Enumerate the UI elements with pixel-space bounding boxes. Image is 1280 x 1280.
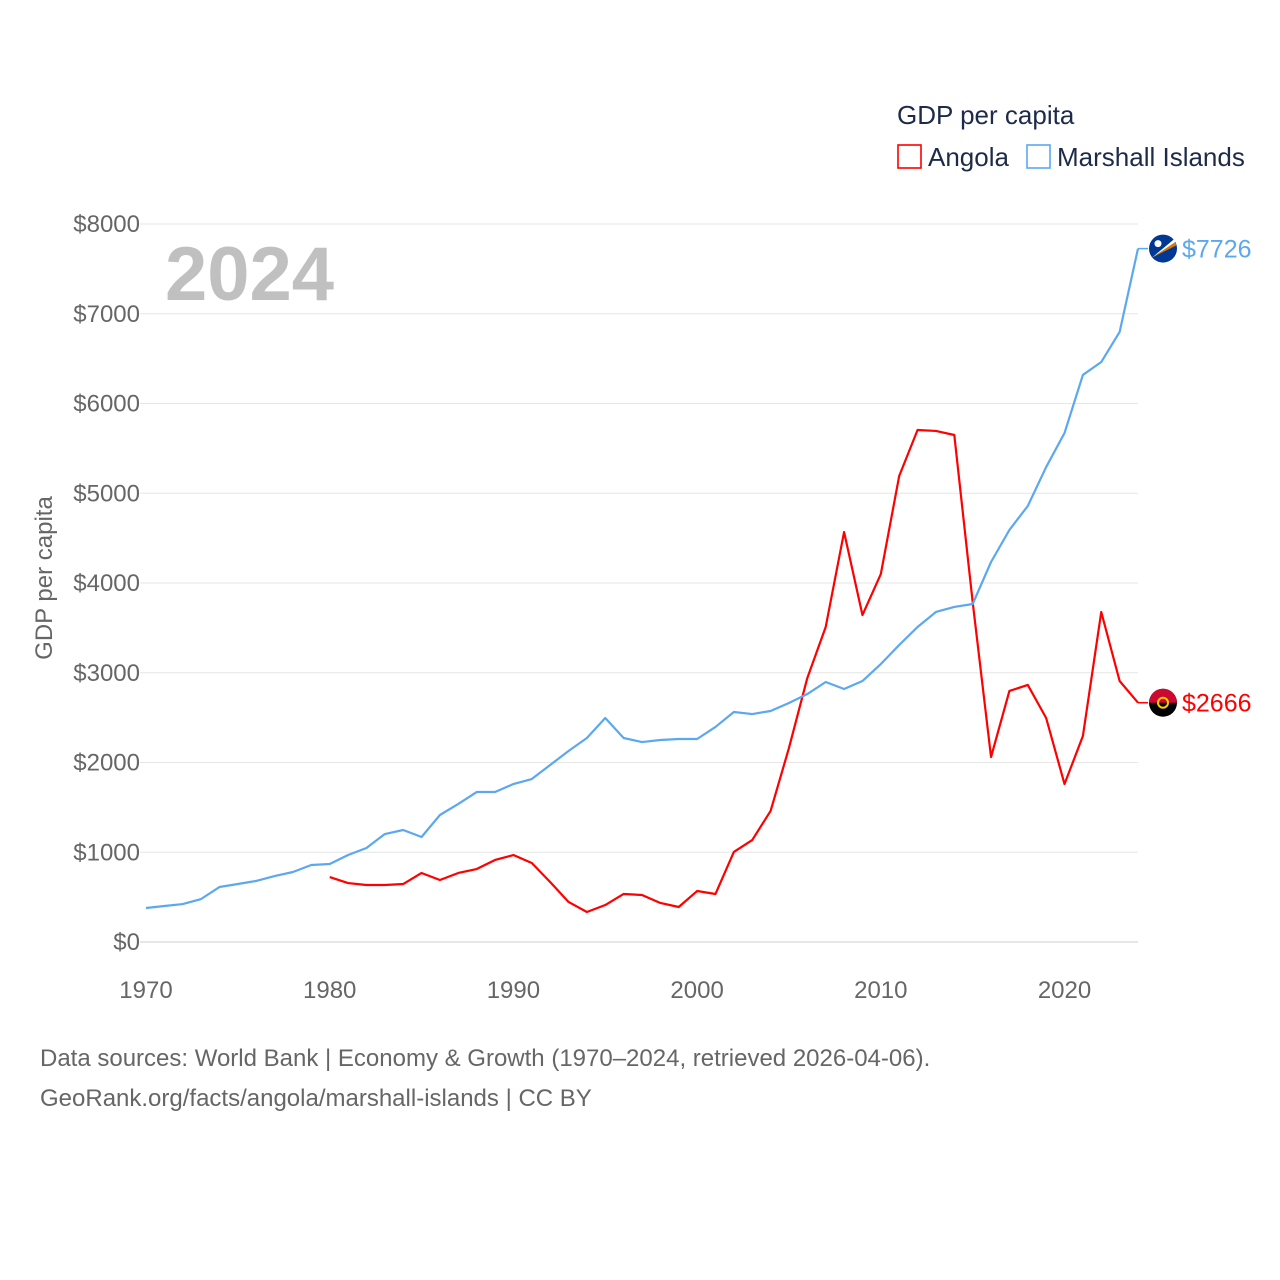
legend-item-angola[interactable]: Angola bbox=[897, 142, 1009, 172]
legend-swatch bbox=[1026, 144, 1051, 169]
y-tick-label: $4000 bbox=[73, 570, 140, 597]
angola-flag-icon bbox=[1149, 688, 1178, 717]
legend-swatch bbox=[897, 144, 922, 169]
legend-label: Angola bbox=[928, 142, 1009, 172]
end-value-label: $2666 bbox=[1182, 690, 1252, 718]
legend-label: Marshall Islands bbox=[1057, 142, 1245, 172]
legend-title: GDP per capita bbox=[897, 100, 1075, 130]
end-value-label: $7726 bbox=[1182, 236, 1252, 264]
x-tick-label: 1980 bbox=[303, 977, 356, 1004]
series-line-marshall-islands bbox=[145, 248, 1140, 910]
y-axis-label: GDP per capita bbox=[31, 496, 58, 660]
y-tick-label: $2000 bbox=[73, 750, 140, 777]
x-tick-label: 2000 bbox=[670, 977, 723, 1004]
y-tick-label: $7000 bbox=[73, 301, 140, 328]
y-tick-label: $0 bbox=[113, 929, 140, 956]
year-watermark: 2024 bbox=[165, 232, 334, 317]
x-tick-label: 1990 bbox=[487, 977, 540, 1004]
footer-sources: Data sources: World Bank | Economy & Gro… bbox=[40, 1045, 931, 1072]
y-tick-label: $3000 bbox=[73, 660, 140, 687]
x-tick-label: 1970 bbox=[119, 977, 172, 1004]
footer-url[interactable]: GeoRank.org/facts/angola/marshall-island… bbox=[40, 1085, 592, 1112]
y-tick-label: $8000 bbox=[73, 211, 140, 238]
y-tick-label: $5000 bbox=[73, 480, 140, 507]
legend-item-marshall-islands[interactable]: Marshall Islands bbox=[1026, 142, 1245, 172]
y-tick-label: $1000 bbox=[73, 839, 140, 866]
series-line-angola bbox=[329, 428, 1139, 914]
y-tick-label: $6000 bbox=[73, 391, 140, 418]
marshall-islands-flag-icon bbox=[1149, 234, 1177, 263]
x-tick-label: 2020 bbox=[1038, 977, 1091, 1004]
x-tick-label: 2010 bbox=[854, 977, 907, 1004]
